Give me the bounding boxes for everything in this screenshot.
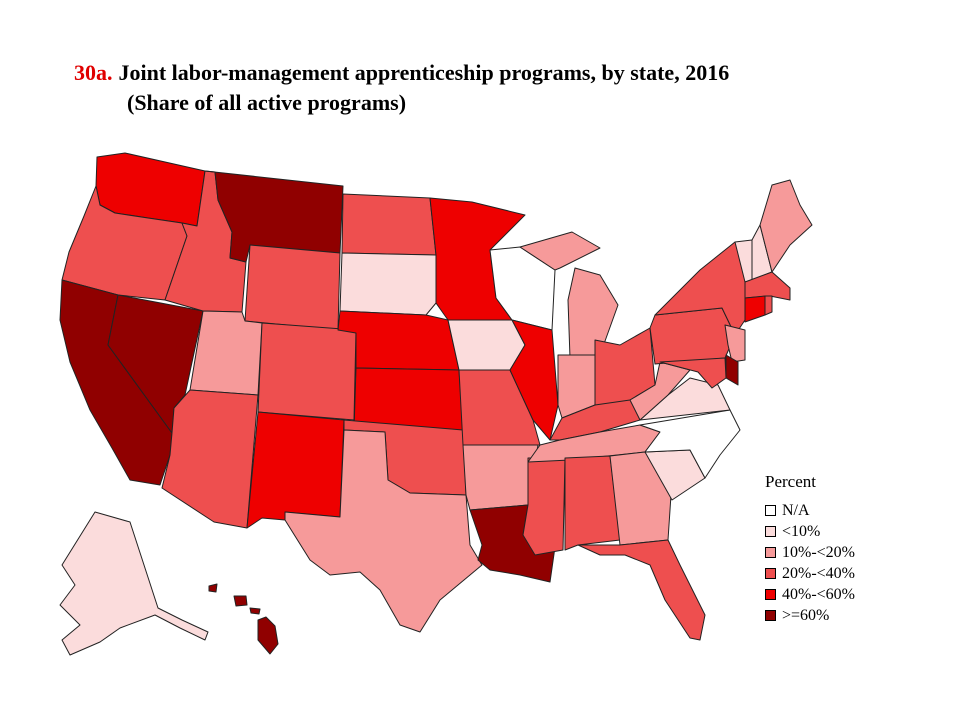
state-AK — [59, 511, 209, 656]
state-ME — [759, 179, 813, 273]
legend-item: >=60% — [765, 605, 855, 626]
state-SD — [339, 252, 437, 316]
title-number: 30a. — [74, 60, 113, 85]
state-IA — [447, 319, 526, 371]
state-HI — [208, 583, 279, 655]
state-NM — [246, 411, 345, 529]
legend: Percent N/A <10% 10%-<20% 20%-<40% 40%-<… — [765, 472, 855, 626]
legend-item: 20%-<40% — [765, 563, 855, 584]
legend-label: 10%-<20% — [782, 543, 856, 561]
title-main-line: 30a. Joint labor-management apprenticeshi… — [74, 58, 729, 88]
legend-item: 40%-<60% — [765, 584, 855, 605]
legend-swatch — [765, 568, 776, 579]
state-UT — [189, 310, 263, 396]
legend-swatch — [765, 505, 776, 516]
state-GA — [609, 451, 673, 546]
legend-label: 40%-<60% — [782, 585, 856, 603]
state-MT — [204, 170, 344, 263]
map-title: 30a. Joint labor-management apprenticeshi… — [74, 58, 729, 118]
state-AL — [564, 455, 621, 551]
legend-label: <10% — [782, 522, 821, 540]
legend-swatch — [765, 547, 776, 558]
state-WY — [244, 244, 341, 331]
state-NC — [639, 409, 741, 479]
state-CT — [744, 295, 766, 323]
title-subtitle: (Share of all active programs) — [127, 90, 407, 115]
state-CO — [257, 322, 357, 421]
legend-label: >=60% — [782, 606, 830, 624]
state-MD — [659, 357, 727, 389]
state-IL — [509, 319, 559, 441]
state-AR — [462, 444, 539, 511]
state-RI — [764, 295, 773, 316]
state-PA — [649, 307, 736, 365]
legend-item: N/A — [765, 500, 855, 521]
state-FL — [577, 539, 706, 641]
legend-swatch — [765, 610, 776, 621]
legend-item: <10% — [765, 521, 855, 542]
legend-title: Percent — [765, 472, 816, 491]
state-NE — [337, 310, 460, 371]
state-MO — [458, 369, 541, 446]
legend-label: 20%-<40% — [782, 564, 856, 582]
legend-label: N/A — [782, 501, 810, 519]
state-MS — [522, 457, 566, 556]
legend-swatch — [765, 589, 776, 600]
state-ND — [341, 193, 437, 256]
state-KS — [353, 367, 464, 431]
state-TX — [284, 429, 483, 633]
legend-swatch — [765, 526, 776, 537]
state-AZ — [161, 389, 259, 529]
legend-item: 10%-<20% — [765, 542, 855, 563]
state-NJ — [724, 324, 746, 363]
title-text: Joint labor-management apprenticeship pr… — [118, 60, 730, 85]
